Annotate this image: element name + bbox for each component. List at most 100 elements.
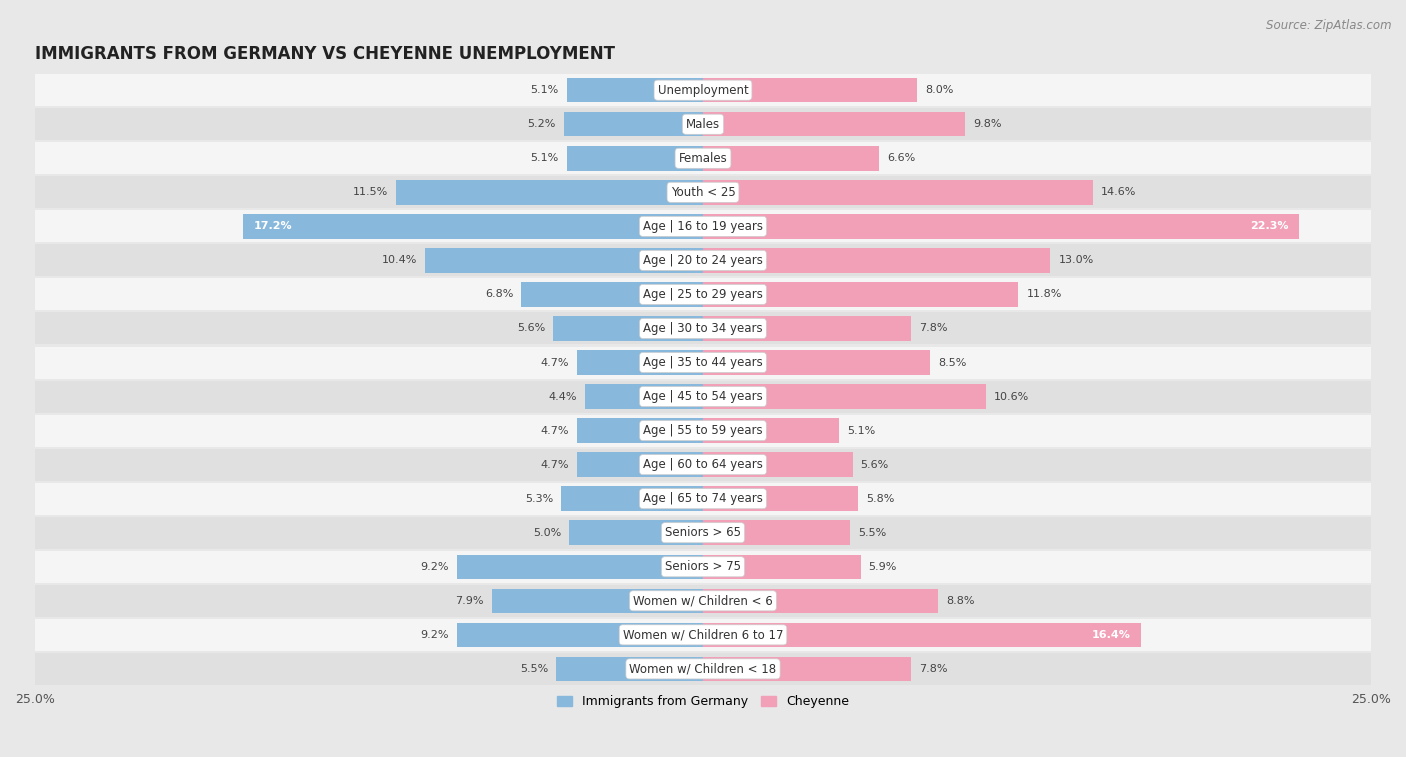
Text: 4.4%: 4.4% [548, 391, 578, 401]
Text: Age | 55 to 59 years: Age | 55 to 59 years [643, 424, 763, 437]
Text: 8.5%: 8.5% [938, 357, 966, 367]
Text: 7.8%: 7.8% [920, 323, 948, 334]
Text: Age | 65 to 74 years: Age | 65 to 74 years [643, 492, 763, 505]
Text: Source: ZipAtlas.com: Source: ZipAtlas.com [1267, 19, 1392, 32]
Text: 7.9%: 7.9% [456, 596, 484, 606]
Bar [243, 214, 703, 238]
Bar [35, 551, 1371, 583]
Text: 13.0%: 13.0% [1059, 255, 1094, 266]
Text: 4.7%: 4.7% [541, 425, 569, 435]
Bar [578, 350, 703, 375]
Bar [35, 415, 1371, 447]
Bar [35, 517, 1371, 549]
Bar [569, 521, 703, 545]
Bar [703, 282, 1018, 307]
Bar [703, 588, 938, 613]
Text: 16.4%: 16.4% [1091, 630, 1130, 640]
Text: Seniors > 75: Seniors > 75 [665, 560, 741, 573]
Bar [703, 316, 911, 341]
Text: 5.5%: 5.5% [520, 664, 548, 674]
Bar [35, 619, 1371, 651]
Bar [425, 248, 703, 273]
Bar [35, 313, 1371, 344]
Text: Age | 45 to 54 years: Age | 45 to 54 years [643, 390, 763, 403]
Bar [703, 419, 839, 443]
Bar [703, 385, 986, 409]
Bar [35, 653, 1371, 685]
Text: Unemployment: Unemployment [658, 84, 748, 97]
Bar [578, 419, 703, 443]
Text: 5.8%: 5.8% [866, 494, 894, 503]
Legend: Immigrants from Germany, Cheyenne: Immigrants from Germany, Cheyenne [553, 690, 853, 713]
Text: 11.5%: 11.5% [353, 187, 388, 198]
Text: Women w/ Children < 18: Women w/ Children < 18 [630, 662, 776, 675]
Text: 5.3%: 5.3% [524, 494, 554, 503]
Text: 9.2%: 9.2% [420, 562, 449, 572]
Text: 5.9%: 5.9% [869, 562, 897, 572]
Text: Seniors > 65: Seniors > 65 [665, 526, 741, 539]
Text: 22.3%: 22.3% [1250, 221, 1288, 232]
Text: 4.7%: 4.7% [541, 459, 569, 469]
Text: Age | 25 to 29 years: Age | 25 to 29 years [643, 288, 763, 301]
Bar [703, 78, 917, 102]
Text: 6.8%: 6.8% [485, 289, 513, 300]
Bar [457, 555, 703, 579]
Text: 10.4%: 10.4% [381, 255, 418, 266]
Bar [35, 483, 1371, 515]
Text: 5.1%: 5.1% [530, 86, 558, 95]
Bar [703, 180, 1092, 204]
Bar [703, 112, 965, 136]
Text: Age | 30 to 34 years: Age | 30 to 34 years [643, 322, 763, 335]
Text: Youth < 25: Youth < 25 [671, 185, 735, 199]
Bar [703, 521, 851, 545]
Text: 5.2%: 5.2% [527, 120, 555, 129]
Text: Females: Females [679, 151, 727, 165]
Text: 8.0%: 8.0% [925, 86, 953, 95]
Bar [554, 316, 703, 341]
Text: Males: Males [686, 118, 720, 131]
Bar [578, 453, 703, 477]
Bar [585, 385, 703, 409]
Bar [555, 656, 703, 681]
Text: 6.6%: 6.6% [887, 153, 915, 164]
Bar [703, 656, 911, 681]
Bar [567, 146, 703, 170]
Bar [35, 449, 1371, 481]
Bar [395, 180, 703, 204]
Text: 7.8%: 7.8% [920, 664, 948, 674]
Text: 17.2%: 17.2% [254, 221, 292, 232]
Bar [35, 74, 1371, 106]
Text: Age | 35 to 44 years: Age | 35 to 44 years [643, 356, 763, 369]
Text: 9.8%: 9.8% [973, 120, 1001, 129]
Bar [35, 108, 1371, 140]
Bar [35, 245, 1371, 276]
Text: 10.6%: 10.6% [994, 391, 1029, 401]
Text: 5.6%: 5.6% [860, 459, 889, 469]
Bar [703, 350, 931, 375]
Bar [35, 176, 1371, 208]
Bar [703, 214, 1299, 238]
Bar [703, 248, 1050, 273]
Bar [35, 585, 1371, 617]
Bar [35, 210, 1371, 242]
Text: 8.8%: 8.8% [946, 596, 974, 606]
Text: 5.5%: 5.5% [858, 528, 886, 537]
Text: 5.1%: 5.1% [530, 153, 558, 164]
Text: 5.0%: 5.0% [533, 528, 561, 537]
Text: Age | 16 to 19 years: Age | 16 to 19 years [643, 220, 763, 233]
Text: Women w/ Children 6 to 17: Women w/ Children 6 to 17 [623, 628, 783, 641]
Bar [703, 487, 858, 511]
Text: 4.7%: 4.7% [541, 357, 569, 367]
Text: IMMIGRANTS FROM GERMANY VS CHEYENNE UNEMPLOYMENT: IMMIGRANTS FROM GERMANY VS CHEYENNE UNEM… [35, 45, 614, 64]
Text: Age | 60 to 64 years: Age | 60 to 64 years [643, 458, 763, 471]
Bar [492, 588, 703, 613]
Text: 5.6%: 5.6% [517, 323, 546, 334]
Bar [522, 282, 703, 307]
Text: Age | 20 to 24 years: Age | 20 to 24 years [643, 254, 763, 267]
Bar [35, 279, 1371, 310]
Bar [567, 78, 703, 102]
Text: 9.2%: 9.2% [420, 630, 449, 640]
Bar [703, 146, 879, 170]
Bar [564, 112, 703, 136]
Bar [703, 555, 860, 579]
